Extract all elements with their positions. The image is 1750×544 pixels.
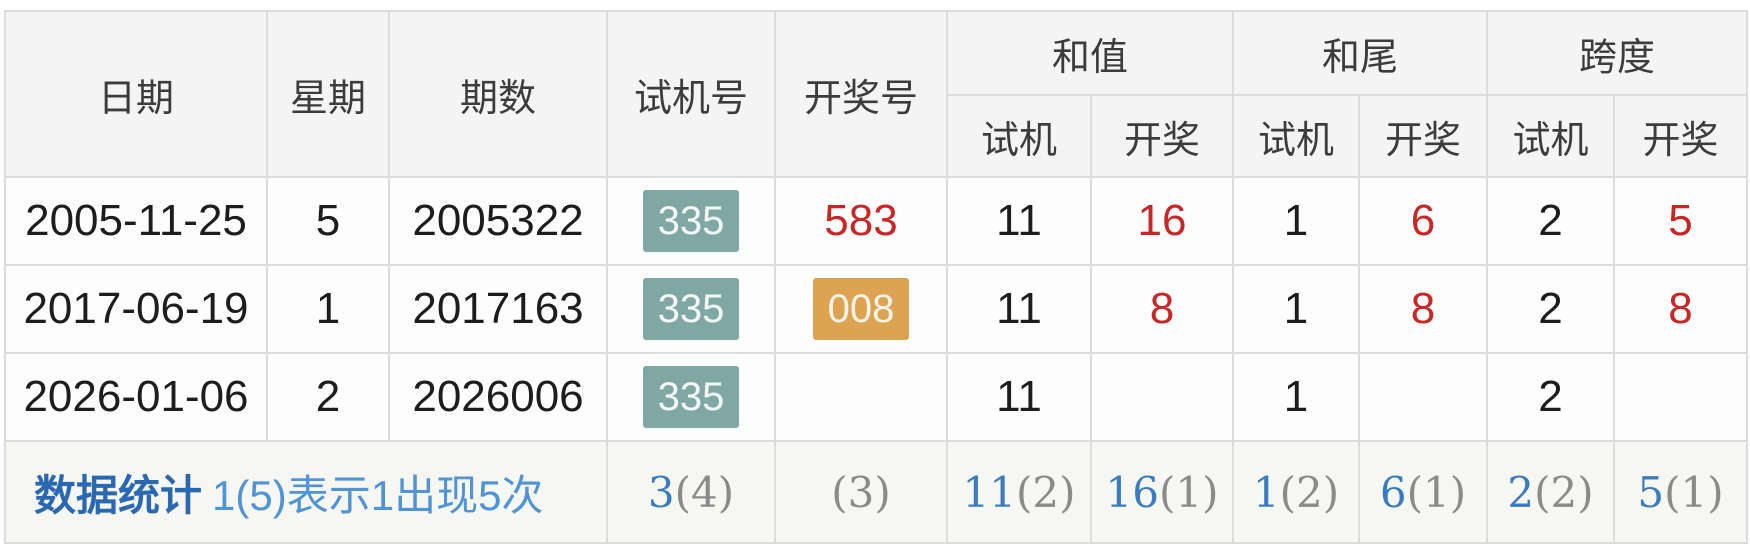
header-tail-test: 试机 [1232,94,1361,178]
table-body: 2005-11-25 5 2005322 335 583 11 16 1 6 2… [4,176,1749,442]
cell-date: 2005-11-25 [4,176,268,266]
cell-date: 2017-06-19 [4,264,268,354]
cell-sum-test: 11 [946,352,1092,442]
header-span-draw: 开奖 [1613,94,1749,178]
stat-count: (1) [1158,467,1219,517]
stat-span-draw: 5(1) [1613,440,1749,544]
stat-count: (2) [1015,467,1076,517]
header-date: 日期 [4,10,268,178]
stat-tail-test: 1(2) [1232,440,1361,544]
cell-date: 2026-01-06 [4,352,268,442]
header-group-sum: 和值 [945,10,1235,96]
cell-span-draw: 5 [1613,176,1749,266]
header-group-tail: 和尾 [1232,10,1489,96]
header-tail-draw: 开奖 [1358,94,1489,178]
cell-period: 2017163 [388,264,608,354]
stats-label-cell: 数据统计 1(5)表示1出现5次 [4,440,608,544]
test-number-badge: 335 [643,190,739,252]
stat-sum-test: 11(2) [946,440,1092,544]
table-row: 2017-06-19 1 2017163 335 008 11 8 1 8 2 … [4,264,1749,354]
stat-test-number: 3(4) [606,440,776,544]
stat-value: 1 [1252,467,1280,517]
stat-count: (2) [1279,467,1340,517]
header-week: 星期 [266,10,390,178]
cell-tail-test: 1 [1232,176,1361,266]
table-stats: 数据统计 1(5)表示1出现5次 3(4) (3) 11(2) 16(1) 1(2… [4,440,1749,544]
stat-span-test: 2(2) [1486,440,1616,544]
table-row: 2005-11-25 5 2005322 335 583 11 16 1 6 2… [4,176,1749,266]
header-draw-number: 开奖号 [774,10,948,178]
stats-title: 数据统计 [34,471,203,519]
stat-tail-draw: 6(1) [1358,440,1489,544]
stat-count: (1) [1664,467,1724,517]
cell-sum-test: 11 [946,264,1092,354]
stat-count: (4) [674,467,735,517]
stat-count: (3) [831,467,891,517]
stat-value: 3 [647,467,675,517]
stat-value: 11 [962,467,1016,517]
stat-count: (2) [1534,467,1594,517]
cell-tail-test: 1 [1232,264,1361,354]
cell-span-draw: 8 [1613,264,1749,354]
header-test-number: 试机号 [606,10,776,178]
cell-sum-draw: 16 [1089,176,1235,266]
cell-tail-draw: 6 [1358,176,1489,266]
stats-legend-note: 1(5)表示1出现5次 [212,471,544,519]
test-number-badge: 335 [643,366,739,428]
draw-number-value: 583 [824,196,898,245]
header-sum-draw: 开奖 [1089,94,1235,178]
header-group-span: 跨度 [1486,10,1749,96]
cell-period: 2005322 [388,176,608,266]
cell-tail-draw: 8 [1358,264,1489,354]
cell-span-draw [1613,352,1749,442]
cell-draw-number: 008 [774,264,948,354]
cell-span-test: 2 [1486,264,1616,354]
cell-test-number: 335 [606,264,776,354]
stat-draw-number: (3) [774,440,948,544]
lottery-history-table: 日期 星期 期数 试机号 开奖号 和值 和尾 跨度 试机 开奖 试机 开奖 试机… [4,10,1749,544]
cell-sum-draw: 8 [1089,264,1235,354]
cell-week: 5 [266,176,390,266]
cell-tail-draw [1358,352,1489,442]
draw-number-badge: 008 [813,278,909,340]
stat-value: 6 [1379,467,1407,517]
cell-week: 2 [266,352,390,442]
cell-draw-number: 583 [774,176,948,266]
cell-tail-test: 1 [1232,352,1361,442]
cell-sum-test: 11 [946,176,1092,266]
test-number-badge: 335 [643,278,739,340]
cell-sum-draw [1089,352,1235,442]
stat-value: 2 [1507,467,1535,517]
stat-value: 16 [1105,467,1159,517]
cell-span-test: 2 [1486,176,1616,266]
cell-week: 1 [266,264,390,354]
cell-draw-number [774,352,948,442]
stat-count: (1) [1406,467,1467,517]
header-span-test: 试机 [1486,94,1616,178]
header-sum-test: 试机 [946,94,1092,178]
header-period: 期数 [388,10,608,178]
stats-row: 数据统计 1(5)表示1出现5次 3(4) (3) 11(2) 16(1) 1(2… [4,440,1749,544]
table-header: 日期 星期 期数 试机号 开奖号 和值 和尾 跨度 试机 开奖 试机 开奖 试机… [4,10,1749,178]
table-row: 2026-01-06 2 2026006 335 11 1 2 [4,352,1749,442]
cell-test-number: 335 [606,176,776,266]
stat-value: 5 [1637,467,1665,517]
cell-period: 2026006 [388,352,608,442]
cell-test-number: 335 [606,352,776,442]
cell-span-test: 2 [1486,352,1616,442]
stat-sum-draw: 16(1) [1089,440,1235,544]
